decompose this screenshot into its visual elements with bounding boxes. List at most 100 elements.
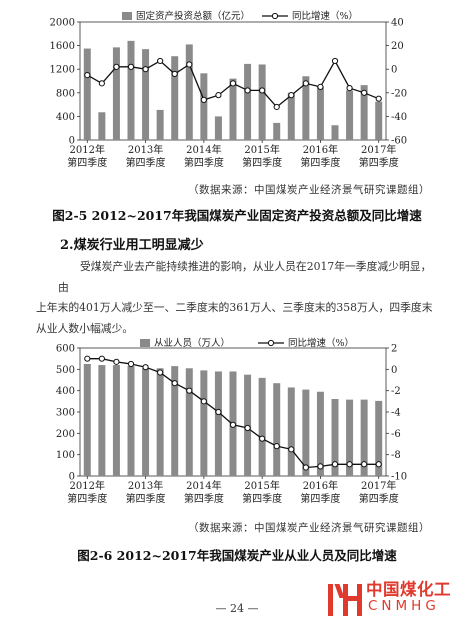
logo-mark-icon (328, 584, 362, 616)
bar (156, 368, 164, 476)
bar (112, 365, 120, 476)
publisher-logo: 中国煤化工 CNMHG (326, 576, 472, 622)
legend-line-label: 同比增速（%） (292, 10, 358, 22)
bar (258, 64, 266, 140)
x-year-label: 2014年 (186, 479, 221, 492)
x-year-label: 2016年 (303, 143, 338, 156)
page-number: — 24 — (215, 602, 259, 615)
y-left-tick-label: 600 (56, 344, 75, 355)
bar (375, 400, 383, 476)
y-right-tick-label: 2 (391, 344, 397, 355)
growth-point (288, 92, 295, 99)
y-left-tick-label: 500 (56, 365, 75, 376)
y-right-tick-label: -6 (391, 429, 401, 440)
y-left-tick-label: 200 (56, 429, 75, 440)
section-heading: 2.煤炭行业用工明显减少 (60, 238, 204, 253)
bar (127, 366, 135, 476)
paragraph-line: 受煤炭产业去产能持续推进的影响，从业人员在2017年一季度减少明显，由 (58, 260, 432, 294)
growth-point (317, 83, 324, 91)
y-right-tick-label: 20 (391, 41, 404, 52)
y-left-tick-label: 400 (56, 112, 75, 123)
y-right-tick-label: -40 (391, 112, 407, 123)
figure-caption: 图2-5 2012~2017年我国煤炭产业固定资产投资总额及同比增速 (52, 208, 422, 223)
bar (346, 90, 354, 140)
x-year-label: 2017年 (361, 479, 396, 492)
growth-point (186, 387, 193, 394)
growth-point (98, 80, 105, 87)
legend-bar-label: 从业人员（万人） (154, 337, 230, 349)
employees-chart: 0 100 200 300 400 500 600 -10 -8 -6 -4 -2 0 2 2012年 第四季… (0, 336, 474, 514)
bar (302, 76, 310, 140)
growth-point (375, 461, 382, 468)
growth-point (84, 72, 91, 79)
bar (229, 78, 237, 140)
growth-point (273, 103, 280, 111)
y-right-tick-label: 40 (391, 18, 404, 29)
bar (171, 56, 179, 140)
bar (83, 364, 91, 476)
x-year-label: 2012年 (70, 479, 105, 492)
source-note: （数据来源：中国煤炭产业经济景气研究课题组） (188, 184, 430, 196)
growth-point (259, 87, 266, 94)
x-quarter-label: 第四季度 (300, 156, 340, 169)
x-quarter-label: 第四季度 (184, 156, 224, 169)
growth-point (244, 424, 251, 432)
paragraph-line: 上年末的401万人减少至一、二季度末的361万人、三季度末的358万人，四季度末 (36, 301, 433, 314)
bar (346, 399, 354, 476)
x-quarter-label: 第四季度 (67, 492, 107, 505)
x-year-label: 2012年 (70, 143, 105, 156)
bar (331, 125, 339, 140)
bar (302, 389, 310, 476)
bar (244, 63, 252, 140)
legend-line-marker (271, 12, 279, 20)
x-year-label: 2014年 (186, 143, 221, 156)
bar (171, 366, 179, 476)
x-year-label: 2017年 (361, 143, 396, 156)
growth-point (200, 398, 207, 405)
growth-point (186, 61, 193, 68)
bar (214, 116, 222, 140)
paragraph: 受煤炭产业去产能持续推进的影响，从业人员在2017年一季度减少明显，由 上年末的… (36, 257, 442, 339)
legend-bar-swatch (140, 339, 150, 347)
growth-point (142, 66, 149, 73)
y-left-tick-label: 2000 (50, 18, 75, 29)
growth-point (361, 461, 368, 468)
bar (98, 112, 106, 140)
x-year-label: 2015年 (244, 479, 279, 492)
growth-point (273, 443, 280, 450)
bar (127, 40, 135, 140)
bar (258, 377, 266, 476)
legend-line-marker (267, 339, 275, 347)
logo-name-cn: 中国煤化工 (366, 580, 451, 599)
y-left-tick-label: 1200 (50, 65, 75, 76)
paragraph-line: 从业人数小幅减少。 (36, 321, 134, 335)
growth-point (113, 358, 120, 365)
x-year-label: 2013年 (128, 479, 163, 492)
x-quarter-label: 第四季度 (359, 492, 399, 505)
bar (287, 92, 295, 140)
y-right-tick-label: -10 (391, 472, 407, 483)
growth-point (98, 355, 105, 362)
y-left-tick-label: 0 (69, 136, 75, 147)
bar (316, 391, 324, 476)
bar (185, 44, 193, 140)
growth-point (244, 87, 251, 94)
growth-point (375, 95, 382, 102)
figure-caption: 图2-6 2012~2017年我国煤炭产业从业人员及同比增速 (77, 548, 397, 563)
y-left-tick-label: 100 (56, 450, 75, 461)
bar (185, 368, 193, 476)
x-quarter-label: 第四季度 (126, 156, 166, 169)
source-note: （数据来源：中国煤炭产业经济景气研究课题组） (188, 522, 430, 534)
employees-chart-svg: 0 100 200 300 400 500 600 -10 -8 -6 -4 -2 0 2 2012年第四季… (56, 337, 407, 505)
growth-point (317, 463, 324, 470)
growth-point (229, 80, 237, 87)
bar (287, 387, 295, 476)
growth-point (229, 421, 237, 428)
x-quarter-label: 第四季度 (67, 156, 107, 169)
bar (273, 122, 281, 140)
legend-line-label: 同比增速（%） (288, 337, 354, 349)
legend-bar-swatch (122, 12, 132, 20)
bar (360, 85, 368, 140)
bar (112, 47, 120, 141)
growth-point (127, 63, 135, 70)
